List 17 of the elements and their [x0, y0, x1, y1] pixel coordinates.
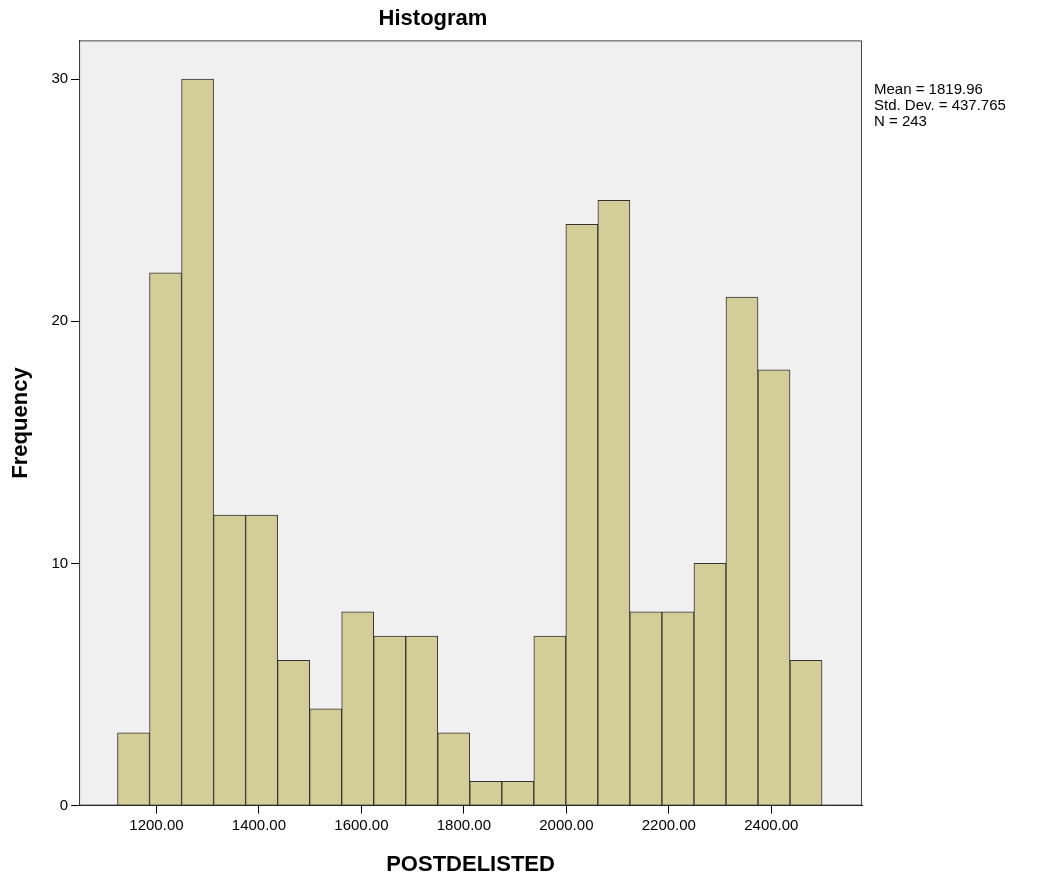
x-tick-label: 1200.00 [129, 815, 184, 833]
text: Mean = 1819.96 [874, 80, 983, 98]
x-axis-title: POSTDELISTED [386, 850, 555, 876]
x-tick-label: 1400.00 [231, 815, 287, 833]
text: N = 243 [874, 112, 927, 130]
text: Std. Dev. = 437.765 [874, 96, 1006, 114]
y-axis-title: Frequency [7, 366, 33, 479]
y-tick-label: 20 [51, 311, 69, 329]
x-tick-label: 1800.00 [436, 815, 491, 833]
y-tick-label: 30 [51, 69, 69, 87]
y-tick-label: 10 [51, 553, 69, 571]
x-tick-label: 2400.00 [744, 815, 799, 833]
x-tick-label: 2200.00 [641, 815, 696, 833]
chart-title: Histogram [378, 5, 488, 31]
x-tick-label: 1600.00 [334, 815, 389, 833]
x-tick-label: 2000.00 [539, 815, 594, 833]
y-tick-label: 0 [59, 795, 69, 813]
